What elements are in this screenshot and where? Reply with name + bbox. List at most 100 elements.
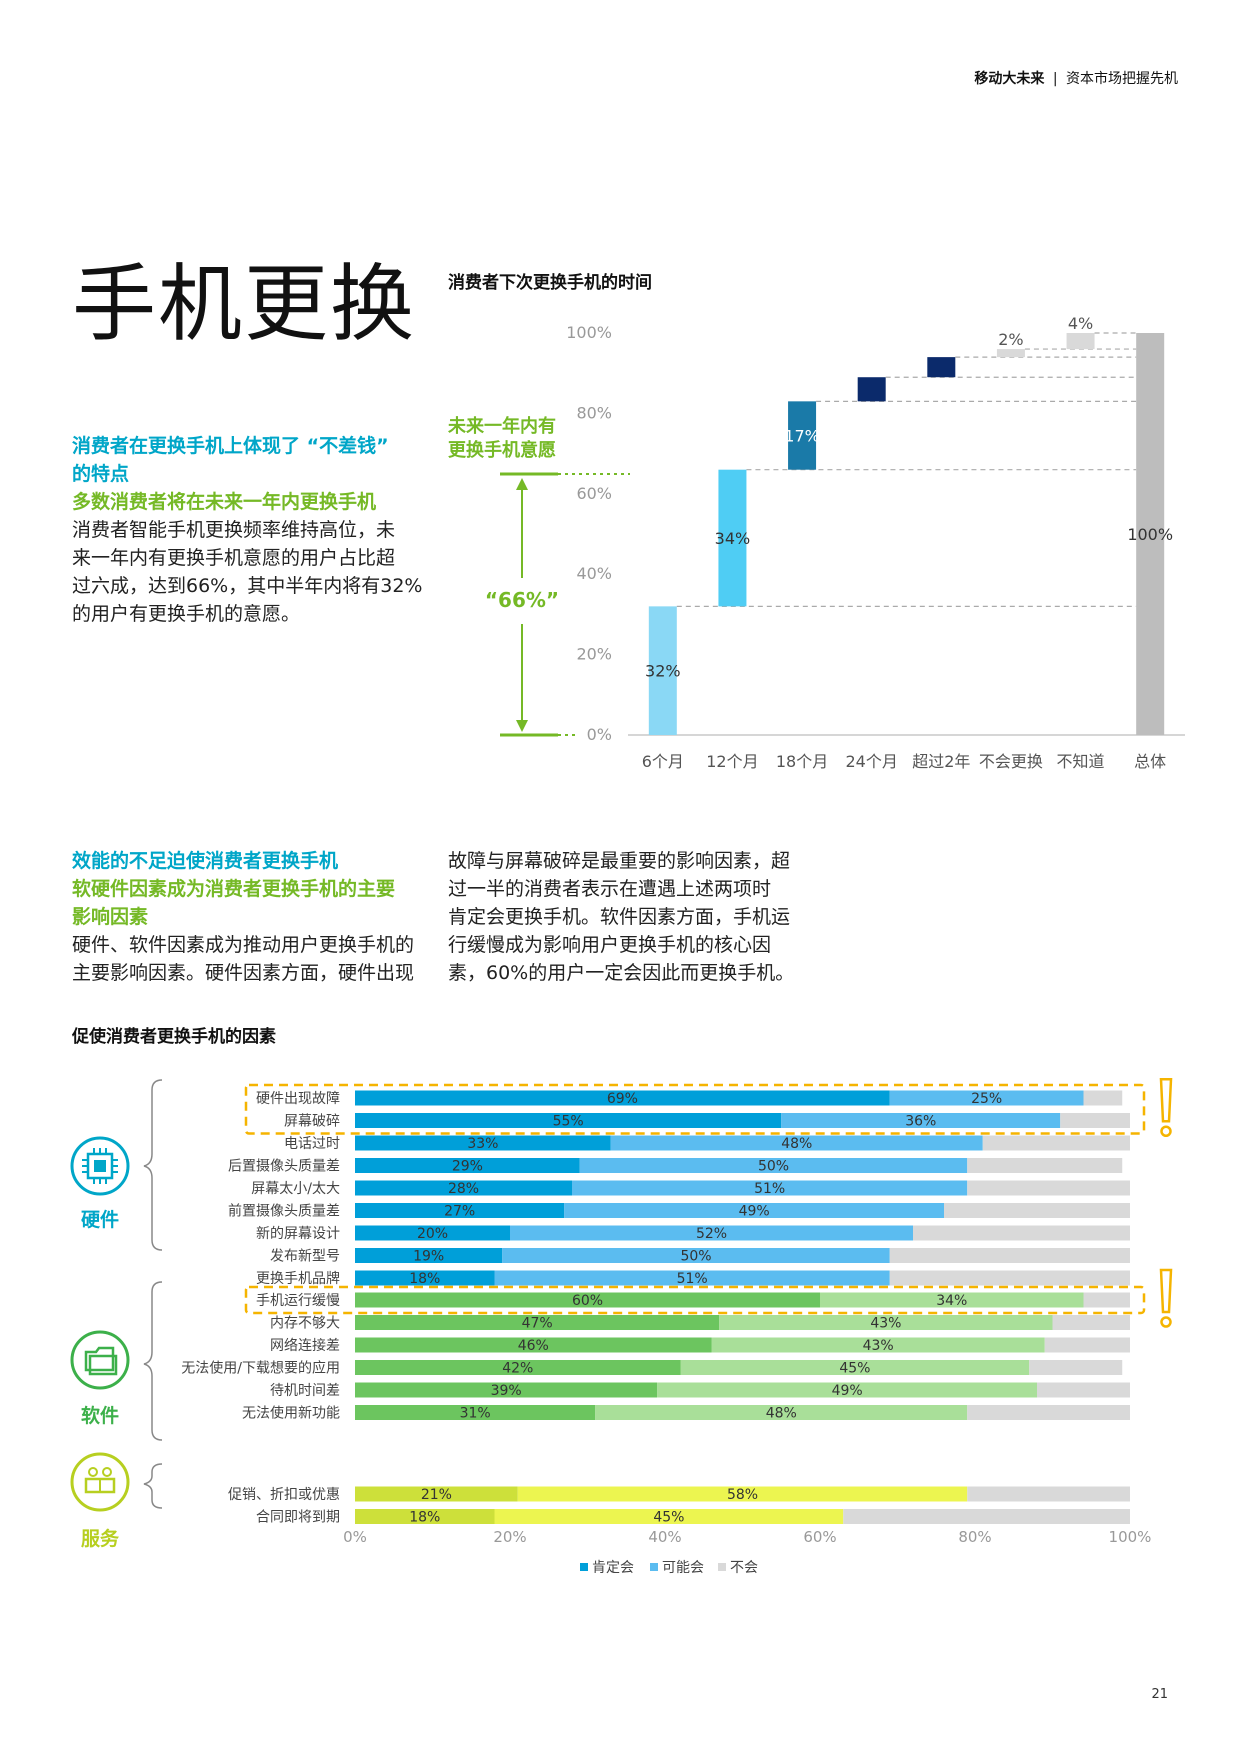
bar-segment-definitely	[355, 1135, 611, 1151]
segment-label-definitely: 21%	[421, 1487, 452, 1503]
bar-value-label: 2%	[998, 330, 1023, 349]
bar-segment-no	[889, 1248, 1130, 1263]
section2-body-line: 故障与屏幕破碎是最重要的影响因素，超	[448, 850, 791, 872]
waterfall-chart: 未来一年内有 更换手机意愿 “66%” 0% 20% 40% 60% 80% 100% 6个…	[448, 314, 1185, 771]
factor-label: 电话过时	[284, 1136, 340, 1152]
segment-label-definitely: 60%	[572, 1293, 603, 1309]
waterfall-bar	[648, 606, 677, 735]
bar-segment-no	[1083, 1292, 1130, 1308]
x-category-label: 不知道	[1057, 752, 1105, 771]
factors-title: 促使消费者更换手机的因素	[72, 1027, 276, 1047]
factor-label: 内存不够大	[270, 1316, 340, 1332]
segment-label-definitely: 18%	[409, 1510, 440, 1526]
intro-subheading: 多数消费者将在未来一年内更换手机	[72, 491, 377, 513]
bar-segment-definitely	[355, 1270, 495, 1286]
bar-segment-maybe	[517, 1486, 968, 1502]
page-number: 21	[1151, 1687, 1168, 1702]
waterfall-bar	[857, 377, 886, 402]
waterfall-bar	[1136, 333, 1165, 735]
bar-segment-definitely	[355, 1337, 712, 1353]
bar-segment-maybe	[657, 1382, 1037, 1398]
bar-segment-maybe	[502, 1248, 890, 1263]
x-tick-label: 20%	[493, 1528, 526, 1546]
annotation-label-line1: 未来一年内有	[448, 415, 556, 437]
waterfall-bar	[996, 349, 1025, 358]
bar-value-label: 32%	[645, 662, 681, 681]
section2-body-line: 过一半的消费者表示在遭遇上述两项时	[448, 878, 772, 900]
intro-body-line: 的用户有更换手机的意愿。	[72, 603, 301, 625]
bar-value-label: 34%	[715, 529, 751, 548]
intro-body-line: 来一年内有更换手机意愿的用户占比超	[72, 547, 396, 569]
bar-segment-no	[967, 1180, 1130, 1196]
bar-segment-no	[1029, 1360, 1123, 1375]
segment-label-maybe: 48%	[766, 1406, 797, 1422]
intro-body-line: 消费者智能手机更换频率维持高位，未	[72, 519, 396, 541]
bar-segment-maybe	[680, 1360, 1030, 1375]
header-brand: 移动大未来	[974, 71, 1045, 87]
factor-label: 屏幕破碎	[284, 1114, 340, 1130]
group-label-service: 服务	[81, 1527, 120, 1550]
factor-label: 网络连接差	[270, 1337, 340, 1354]
x-category-label: 24个月	[846, 752, 898, 771]
annotation-label-line2: 更换手机意愿	[448, 439, 556, 461]
page-title: 手机更换	[72, 255, 417, 353]
factor-label: 发布新型号	[270, 1249, 340, 1265]
bar-segment-no	[913, 1225, 1130, 1241]
waterfall-bar	[927, 357, 956, 378]
segment-label-maybe: 51%	[754, 1181, 785, 1197]
bar-segment-maybe	[781, 1113, 1061, 1128]
bar-segment-maybe	[889, 1090, 1084, 1106]
page-header: 移动大未来 | 资本市场把握先机	[974, 68, 1178, 88]
highlight-box	[244, 1285, 1146, 1315]
bar-segment-no	[1060, 1113, 1130, 1128]
segment-label-maybe: 51%	[677, 1271, 708, 1287]
intro-heading-line1: 消费者在更换手机上体现了 “不差钱”	[72, 435, 389, 457]
waterfall-title: 消费者下次更换手机的时间	[448, 273, 652, 293]
factor-label: 合同即将到期	[256, 1510, 340, 1526]
segment-label-definitely: 28%	[448, 1181, 479, 1197]
segment-label-maybe: 58%	[727, 1487, 758, 1503]
segment-label-definitely: 20%	[417, 1226, 448, 1242]
segment-label-definitely: 31%	[460, 1406, 491, 1422]
bar-segment-maybe	[494, 1270, 890, 1286]
bar-segment-no	[982, 1135, 1130, 1151]
bar-segment-maybe	[711, 1337, 1045, 1353]
segment-label-definitely: 33%	[467, 1136, 498, 1152]
annotation-bracket	[500, 472, 630, 737]
section2-body-line: 行缓慢成为影响用户更换手机的核心因	[448, 934, 772, 956]
intro-heading-line2: 的特点	[72, 463, 130, 485]
section2-body-line: 主要影响因素。硬件因素方面，硬件出现	[72, 962, 415, 984]
y-tick-label: 80%	[576, 403, 612, 422]
bar-segment-definitely	[355, 1360, 681, 1375]
x-tick-label: 100%	[1109, 1528, 1152, 1546]
legend-swatch	[580, 1563, 588, 1571]
annotation-value: “66%”	[485, 588, 559, 612]
bar-segment-no	[843, 1509, 1130, 1524]
section2-left: 效能的不足迫使消费者更换手机 软硬件因素成为消费者更换手机的主要 影响因素 硬件…	[72, 847, 432, 987]
bar-segment-definitely	[355, 1486, 518, 1502]
legend-label: 不会	[730, 1560, 758, 1576]
segment-label-maybe: 50%	[680, 1249, 711, 1265]
brace-hardware	[143, 1079, 163, 1251]
section2-heading-line3: 影响因素	[72, 906, 149, 928]
intro-body-line: 过六成，达到66%，其中半年内将有32%	[72, 575, 423, 597]
x-category-label: 12个月	[706, 752, 758, 771]
segment-label-maybe: 25%	[971, 1091, 1002, 1107]
factor-label: 手机运行缓慢	[256, 1292, 340, 1309]
exclamation-icon	[1159, 1078, 1173, 1137]
segment-label-definitely: 42%	[502, 1361, 533, 1377]
bar-value-label: 5%	[929, 338, 954, 357]
x-category-label: 6个月	[642, 752, 684, 771]
bar-segment-no	[967, 1486, 1130, 1502]
waterfall-bar	[718, 469, 747, 607]
header-separator: |	[1052, 71, 1058, 87]
factor-label: 前置摄像头质量差	[228, 1203, 340, 1220]
bar-segment-definitely	[355, 1090, 890, 1106]
segment-label-maybe: 34%	[936, 1293, 967, 1309]
folder-icon	[70, 1330, 130, 1390]
factor-label: 无法使用新功能	[242, 1405, 340, 1422]
segment-label-maybe: 36%	[905, 1114, 936, 1130]
intro-block: 消费者在更换手机上体现了 “不差钱” 的特点 多数消费者将在未来一年内更换手机 …	[72, 432, 432, 628]
bar-value-label: 6%	[859, 358, 884, 377]
bar-segment-definitely	[355, 1509, 495, 1524]
